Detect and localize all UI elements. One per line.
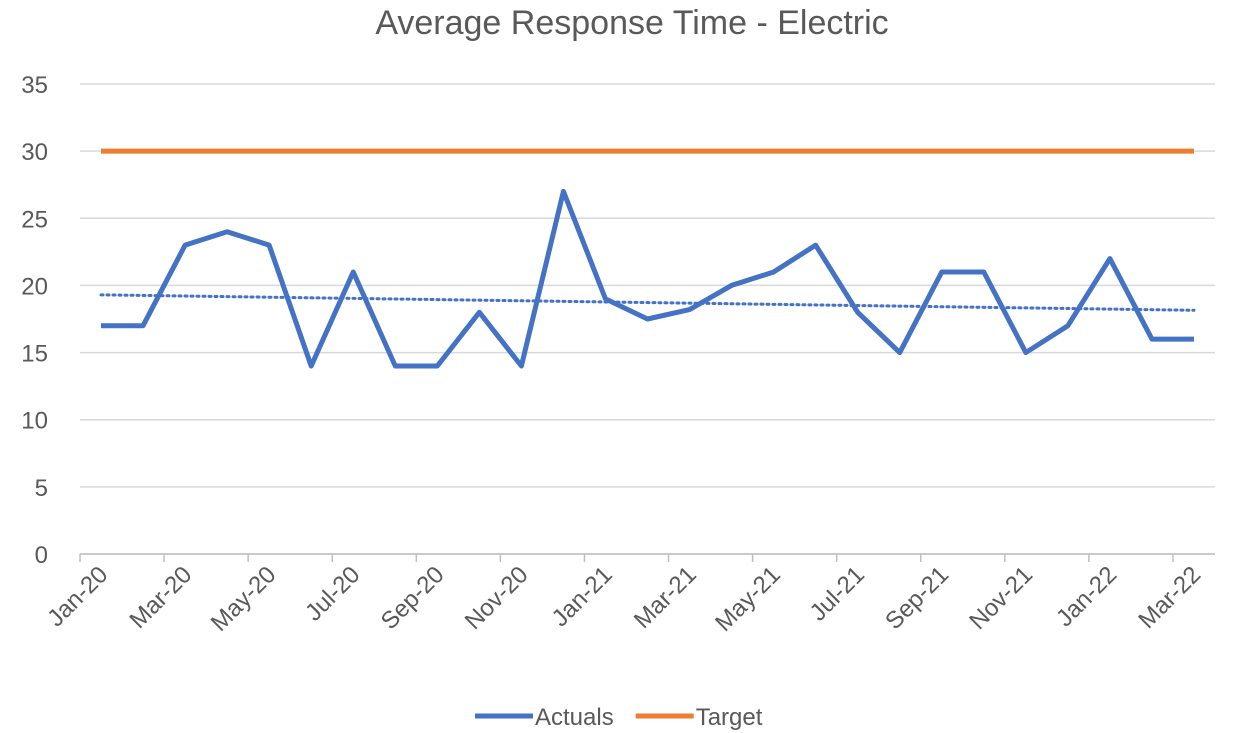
trendline xyxy=(99,293,1196,312)
legend-label: Target xyxy=(696,704,763,731)
x-tick-label: Jan-20 xyxy=(42,561,113,632)
x-tick-label: Mar-21 xyxy=(629,561,702,634)
x-tick-label: Jan-22 xyxy=(1051,561,1122,632)
x-tick-label: Nov-20 xyxy=(460,561,534,635)
chart-title: Average Response Time - Electric xyxy=(375,4,888,42)
x-tick-label: Sep-21 xyxy=(880,561,954,635)
y-tick-label: 15 xyxy=(21,341,48,368)
x-tick-label: Jul-20 xyxy=(300,561,365,626)
x-tick-label: Mar-20 xyxy=(124,561,197,634)
y-tick-label: 5 xyxy=(35,475,48,502)
legend-label: Actuals xyxy=(535,704,614,731)
y-tick-label: 10 xyxy=(21,408,48,435)
y-tick-label: 35 xyxy=(21,72,48,99)
x-tick-label: Sep-20 xyxy=(376,561,450,635)
x-tick-label: Jan-21 xyxy=(547,561,618,632)
x-tick-label: May-21 xyxy=(710,561,786,637)
x-tick-label: Nov-21 xyxy=(964,561,1038,635)
x-tick-label: Jul-21 xyxy=(805,561,870,626)
series-line xyxy=(101,188,1194,369)
y-tick-label: 0 xyxy=(35,542,48,569)
y-tick-label: 20 xyxy=(21,273,48,300)
x-tick-label: May-20 xyxy=(206,561,282,637)
x-tick-label: Mar-22 xyxy=(1133,561,1206,634)
y-tick-label: 25 xyxy=(21,206,48,233)
y-tick-label: 30 xyxy=(21,139,48,166)
